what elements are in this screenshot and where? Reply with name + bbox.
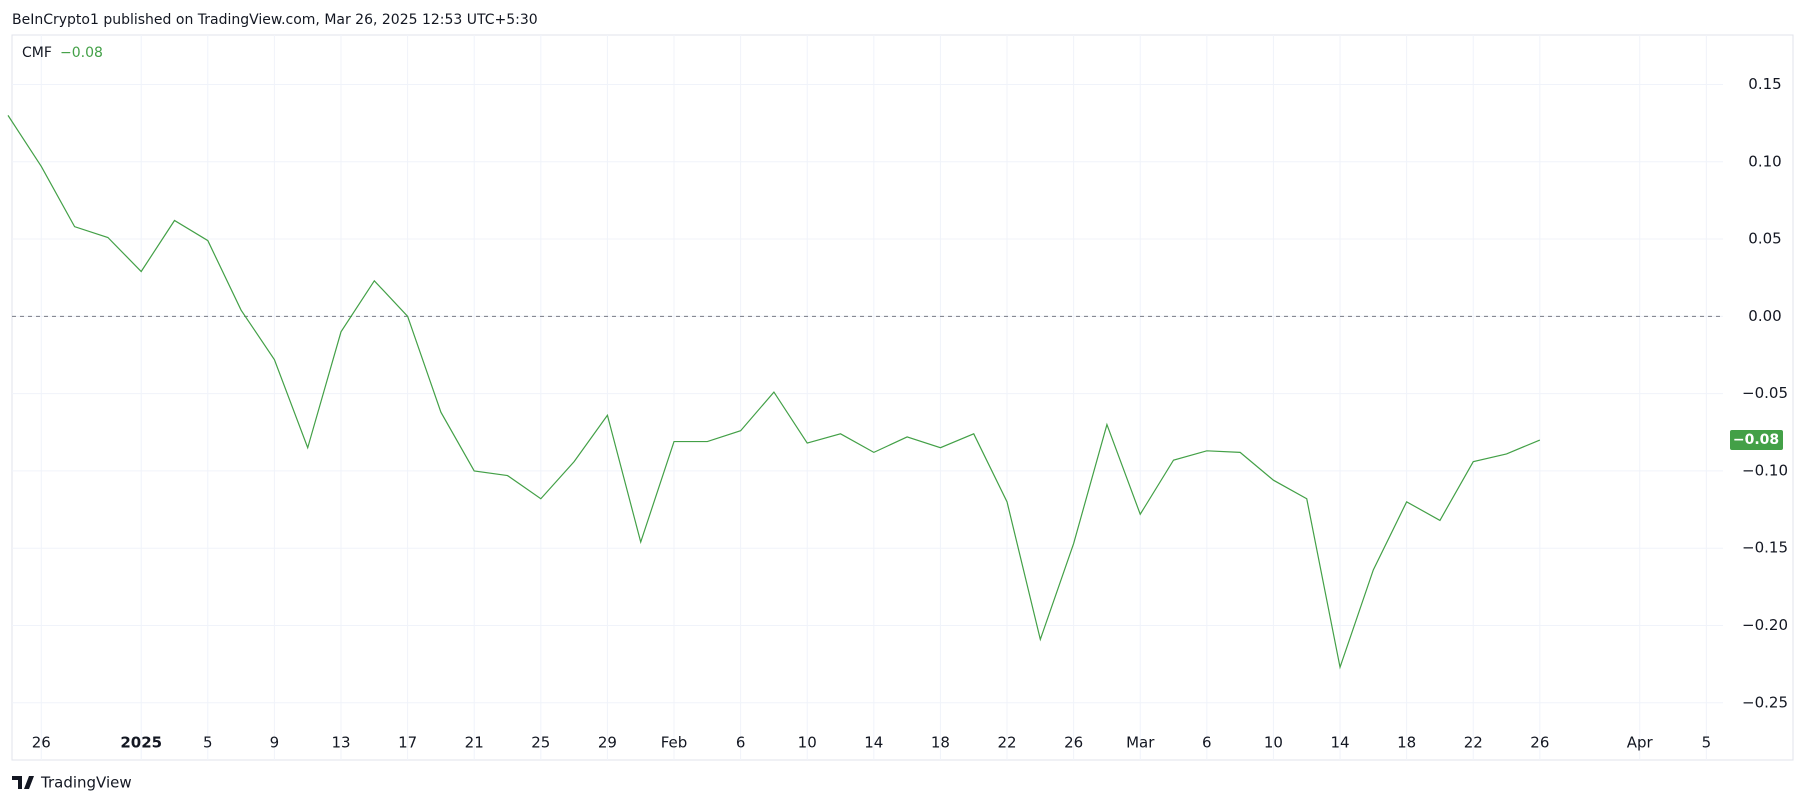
y-tick-label: −0.25 (1742, 693, 1788, 711)
series-line (7, 115, 1541, 670)
x-tick-label: 6 (736, 734, 746, 752)
y-tick-label: 0.10 (1748, 152, 1781, 170)
y-tick-label: −0.15 (1742, 539, 1788, 557)
x-tick-label: 25 (531, 734, 550, 752)
x-tick-label: 2025 (120, 734, 162, 752)
last-value-tag (1730, 430, 1783, 451)
x-tick-label: 18 (1397, 734, 1416, 752)
footer-logo: TradingView (12, 774, 132, 792)
x-tick-label: 26 (1530, 734, 1549, 752)
x-tick-label: Feb (661, 734, 688, 752)
x-tick-label: 22 (1464, 734, 1483, 752)
header: BeInCrypto1 published on TradingView.com… (12, 12, 538, 28)
legend-value: −0.08 (60, 45, 103, 61)
footer-text: TradingView (40, 774, 132, 792)
x-tick-label: 10 (798, 734, 817, 752)
x-tick-label: 13 (331, 734, 350, 752)
x-tick-label: 29 (598, 734, 617, 752)
x-tick-label: 6 (1202, 734, 1212, 752)
x-tick-label: 26 (1064, 734, 1083, 752)
y-tick-label: −0.10 (1742, 461, 1788, 479)
y-tick-label: −0.05 (1742, 384, 1788, 402)
x-tick-label: Mar (1126, 734, 1155, 752)
x-tick-label: 5 (203, 734, 213, 752)
x-tick-label: 22 (997, 734, 1016, 752)
x-tick-label: Apr (1627, 734, 1654, 752)
last-value-label: −0.08 (1733, 432, 1779, 448)
x-tick-label: 18 (931, 734, 950, 752)
logo-icon (12, 776, 34, 789)
x-tick-label: 14 (864, 734, 883, 752)
x-tick-label: 14 (1330, 734, 1349, 752)
y-tick-label: 0.05 (1748, 230, 1781, 248)
x-tick-label: 21 (465, 734, 484, 752)
y-tick-label: 0.15 (1748, 75, 1781, 93)
x-tick-label: 9 (270, 734, 280, 752)
x-tick-label: 10 (1264, 734, 1283, 752)
plot-frame (11, 34, 1794, 761)
grid (12, 35, 1723, 760)
y-tick-label: 0.00 (1748, 307, 1781, 325)
x-tick-label: 26 (32, 734, 51, 752)
legend-name: CMF (22, 45, 52, 61)
x-tick-label: 17 (398, 734, 417, 752)
y-tick-label: −0.20 (1742, 616, 1788, 634)
x-tick-label: 5 (1702, 734, 1712, 752)
